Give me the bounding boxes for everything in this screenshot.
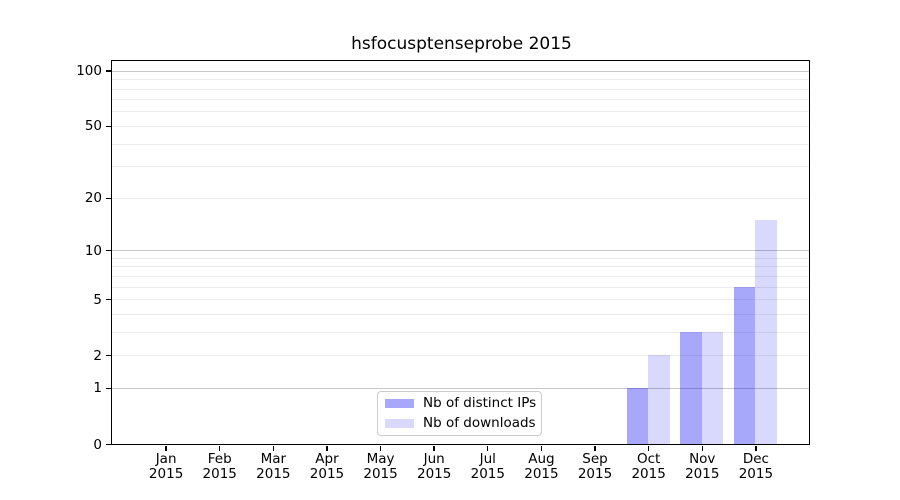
x-tick-month-may: May — [366, 451, 395, 467]
x-tick-label-mar-2015: Mar 2015 — [244, 452, 302, 481]
y-tick-label-10: 10 — [84, 242, 102, 259]
x-tick-year-jul: 2015 — [470, 465, 505, 482]
minor-gridline-4 — [112, 313, 809, 315]
minor-gridline-50 — [112, 125, 809, 127]
minor-gridline-90 — [112, 79, 809, 81]
major-gridline-10 — [112, 250, 809, 252]
y-tick-5 — [106, 298, 112, 301]
y-tick-label-0: 0 — [93, 436, 102, 453]
y-tick-label-1: 1 — [93, 380, 102, 397]
minor-gridline-5 — [112, 299, 809, 301]
legend-item-downloads: Nb of downloads — [385, 415, 536, 432]
x-tick-year-oct: 2015 — [631, 465, 666, 482]
chart-title: hsfocusptenseprobe 2015 — [351, 34, 572, 54]
x-tick-label-feb-2015: Feb 2015 — [191, 452, 249, 481]
bar-nb-of-distinct-ips-dec-2015 — [733, 286, 756, 444]
x-tick-label-sep-2015: Sep 2015 — [566, 452, 624, 481]
minor-gridline-7 — [112, 275, 809, 277]
y-tick-label-20: 20 — [84, 190, 102, 207]
major-gridline-100 — [112, 70, 809, 72]
x-tick-oct — [647, 446, 650, 451]
minor-gridline-30 — [112, 166, 809, 168]
x-tick-may — [379, 446, 382, 451]
x-tick-year-dec: 2015 — [738, 465, 774, 482]
x-tick-label-nov-2015: Nov 2015 — [673, 452, 731, 481]
x-tick-month-oct: Oct — [636, 451, 661, 467]
y-tick-10 — [106, 249, 112, 252]
x-tick-jan — [165, 446, 167, 451]
y-tick-2 — [106, 354, 112, 357]
x-tick-year-nov: 2015 — [685, 465, 720, 482]
legend-label-distinct-ips: Nb of distinct IPs — [423, 395, 537, 411]
y-tick-label-2: 2 — [93, 347, 102, 364]
x-tick-jul — [487, 446, 489, 451]
x-tick-month-apr: Apr — [315, 451, 339, 467]
legend-swatch-downloads — [385, 418, 414, 429]
x-tick-year-sep: 2015 — [577, 465, 613, 482]
x-tick-label-jan-2015: Jan 2015 — [137, 452, 195, 481]
y-tick-20 — [106, 197, 112, 199]
x-tick-label-apr-2015: Apr 2015 — [298, 452, 356, 481]
x-tick-month-nov: Nov — [689, 451, 716, 467]
x-tick-nov — [701, 446, 703, 451]
y-tick-label-5: 5 — [93, 291, 102, 308]
x-tick-month-mar: Mar — [260, 451, 287, 467]
minor-gridline-8 — [112, 266, 809, 268]
x-tick-label-aug-2015: Aug 2015 — [512, 452, 570, 481]
x-tick-month-jun: Jun — [423, 451, 445, 467]
x-tick-label-dec-2015: Dec 2015 — [727, 452, 785, 481]
legend-swatch-distinct-ips — [385, 398, 414, 409]
x-tick-year-mar: 2015 — [256, 465, 291, 482]
x-tick-jun — [433, 446, 435, 451]
minor-gridline-9 — [112, 257, 809, 259]
x-tick-month-dec: Dec — [742, 451, 769, 467]
bar-nb-of-distinct-ips-nov-2015 — [680, 331, 702, 444]
y-tick-50 — [106, 125, 112, 128]
x-tick-month-feb: Feb — [207, 451, 232, 467]
bar-nb-of-downloads-oct-2015 — [648, 355, 670, 444]
minor-gridline-3 — [112, 331, 809, 333]
y-tick-100 — [106, 70, 112, 72]
y-tick-0 — [106, 443, 112, 446]
minor-gridline-2 — [112, 355, 809, 357]
x-tick-month-aug: Aug — [528, 451, 555, 467]
y-tick-1 — [106, 387, 112, 390]
bar-nb-of-downloads-nov-2015 — [701, 331, 724, 444]
minor-gridline-40 — [112, 143, 809, 145]
minor-gridline-70 — [112, 99, 809, 101]
x-tick-year-jun: 2015 — [417, 465, 452, 482]
x-tick-label-jul-2015: Jul 2015 — [459, 452, 517, 481]
x-tick-month-sep: Sep — [582, 451, 608, 467]
x-tick-year-feb: 2015 — [202, 465, 237, 482]
plot-area — [111, 60, 810, 445]
x-tick-year-may: 2015 — [363, 465, 398, 482]
x-tick-apr — [326, 446, 328, 451]
x-tick-year-aug: 2015 — [524, 465, 559, 482]
minor-gridline-80 — [112, 88, 809, 90]
legend: Nb of distinct IPs Nb of downloads — [377, 391, 542, 436]
x-tick-month-jan: Jan — [155, 451, 177, 467]
x-tick-year-apr: 2015 — [309, 465, 345, 482]
x-tick-label-jun-2015: Jun 2015 — [405, 452, 463, 481]
legend-item-distinct-ips: Nb of distinct IPs — [385, 395, 537, 412]
y-tick-label-100: 100 — [76, 63, 102, 80]
y-tick-label-50: 50 — [84, 118, 102, 135]
x-tick-month-jul: Jul — [479, 451, 496, 467]
x-tick-feb — [219, 446, 221, 451]
major-gridline-1 — [112, 387, 809, 390]
minor-gridline-20 — [112, 197, 809, 199]
x-tick-dec — [755, 446, 757, 451]
minor-gridline-6 — [112, 286, 809, 288]
x-tick-mar — [272, 446, 275, 451]
minor-gridline-60 — [112, 111, 809, 113]
bar-nb-of-downloads-dec-2015 — [755, 219, 777, 444]
legend-label-downloads: Nb of downloads — [423, 415, 536, 431]
x-tick-label-oct-2015: Oct 2015 — [620, 452, 678, 481]
bar-nb-of-distinct-ips-oct-2015 — [626, 387, 649, 444]
x-tick-label-may-2015: May 2015 — [352, 452, 410, 481]
x-tick-sep — [594, 446, 596, 451]
x-tick-year-jan: 2015 — [148, 465, 184, 482]
x-tick-aug — [540, 446, 543, 451]
